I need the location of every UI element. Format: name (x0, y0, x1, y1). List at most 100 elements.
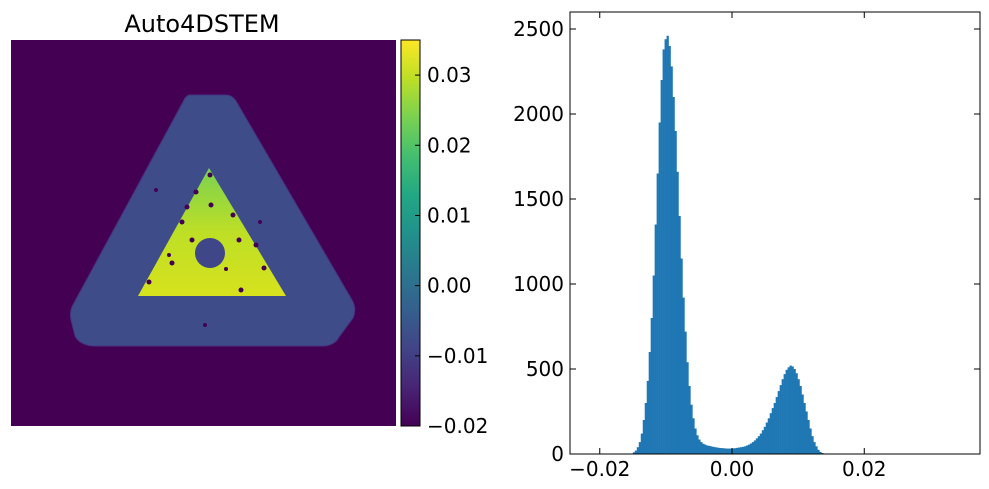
histogram-bar (724, 448, 727, 454)
histogram-bar (807, 420, 810, 454)
histogram-bar (781, 379, 784, 454)
histogram-bar (692, 418, 695, 454)
histogram-bar (745, 445, 749, 454)
histogram-bar (640, 433, 644, 454)
histogram-bar (743, 446, 747, 454)
y-tick-label: 1500 (513, 187, 564, 211)
histogram-bar (670, 66, 673, 455)
histogram-bar (775, 397, 778, 454)
histogram-bar (696, 435, 699, 454)
y-tick-label: 0 (551, 442, 564, 466)
colorbar: −0.02 −0.01 0.00 0.01 0.02 0.03 (400, 39, 488, 438)
histogram-bar (813, 442, 816, 454)
histogram-bar (632, 452, 636, 454)
histogram-bar (636, 447, 640, 454)
histogram-bar (668, 46, 671, 454)
histogram-bar (712, 446, 715, 454)
colorbar-gradient (400, 39, 421, 427)
histogram-bar (741, 446, 745, 454)
histogram-bar (704, 444, 707, 454)
histogram-bar (734, 448, 737, 454)
colorbar-tick-label: 0.01 (427, 203, 472, 227)
histogram-frame (569, 11, 981, 455)
histogram-bar (751, 442, 755, 454)
histogram-bar (714, 447, 717, 454)
histogram-bar (761, 430, 765, 454)
x-tick-label: −0.02 (569, 457, 630, 481)
x-tick-label: 0.00 (710, 457, 755, 481)
histogram-x-ticks: −0.02 0.00 0.02 (569, 12, 887, 481)
histogram-bar (773, 403, 776, 454)
histogram-bar (783, 374, 786, 454)
histogram-bar (799, 386, 802, 454)
histogram-bar (817, 449, 820, 454)
histogram-bar (767, 418, 771, 454)
colorbar-tick-label: −0.01 (427, 344, 488, 368)
histogram-bar (690, 404, 693, 454)
histogram-bar (702, 443, 705, 454)
y-tick-label: 2000 (513, 102, 564, 126)
y-tick-label: 500 (526, 357, 564, 381)
histogram-bar (646, 380, 649, 454)
colorbar-tick-label: 0.00 (427, 274, 472, 298)
histogram-bar (700, 442, 703, 454)
histogram-bar (678, 216, 681, 454)
histogram-bar (684, 331, 687, 454)
image-title: Auto4DSTEM (124, 10, 279, 38)
colorbar-tick-label: −0.02 (427, 414, 488, 438)
histogram-bar (801, 394, 804, 454)
histogram-bar (779, 385, 782, 454)
histogram-bar (747, 444, 751, 454)
histogram-bar (680, 258, 683, 454)
histogram-bar (650, 318, 653, 454)
histogram-bar (757, 436, 761, 454)
histogram-bar (648, 352, 651, 454)
histogram-bar (811, 436, 814, 454)
histogram-bar (815, 446, 818, 454)
histogram-bar (755, 438, 759, 454)
histogram-bar (739, 447, 743, 454)
histogram-bar (664, 39, 667, 454)
histogram-bar (821, 452, 824, 454)
histogram-bar (771, 408, 774, 454)
histogram-bar (672, 97, 675, 454)
center-hole (195, 238, 225, 268)
histogram-bar (716, 447, 719, 454)
colorbar-tick-label: 0.02 (427, 133, 472, 157)
histogram-bar (791, 366, 794, 454)
histogram-bar (694, 428, 697, 454)
histogram-bar (656, 173, 659, 454)
histogram-bar (789, 365, 792, 454)
histogram-bar (730, 448, 733, 454)
histogram-bar (793, 369, 796, 454)
histogram-bar (726, 448, 729, 454)
x-tick-label: 0.02 (842, 457, 887, 481)
histogram-bar (785, 369, 788, 454)
histogram-bar (722, 448, 725, 454)
histogram-bar (732, 448, 735, 454)
colorbar-ticks: −0.02 −0.01 0.00 0.01 0.02 0.03 (415, 63, 488, 438)
histogram-bar (662, 49, 665, 455)
histogram-bar (749, 443, 753, 454)
histogram-bar (638, 442, 642, 454)
histogram-bar (686, 362, 689, 454)
histogram-bar (674, 131, 677, 454)
colorbar-tick-label: 0.03 (427, 63, 472, 87)
inner-triangle-shape (138, 168, 286, 296)
histogram-bar (797, 379, 800, 454)
histogram-bar (805, 411, 808, 454)
histogram-bar (718, 447, 721, 454)
histogram-bar (666, 35, 669, 455)
defect-spots (146, 172, 267, 327)
histogram-bar (654, 224, 657, 454)
y-tick-label: 2500 (513, 17, 564, 41)
histogram-bar (787, 367, 790, 454)
histogram-bar (735, 447, 739, 454)
histogram-bar (765, 422, 769, 454)
histogram-bar (642, 420, 646, 454)
histogram-bar (795, 373, 798, 454)
histogram-y-ticks: 0 500 1000 1500 2000 2500 (513, 17, 980, 466)
y-tick-label: 1000 (513, 272, 564, 296)
histogram-bar (698, 439, 701, 454)
